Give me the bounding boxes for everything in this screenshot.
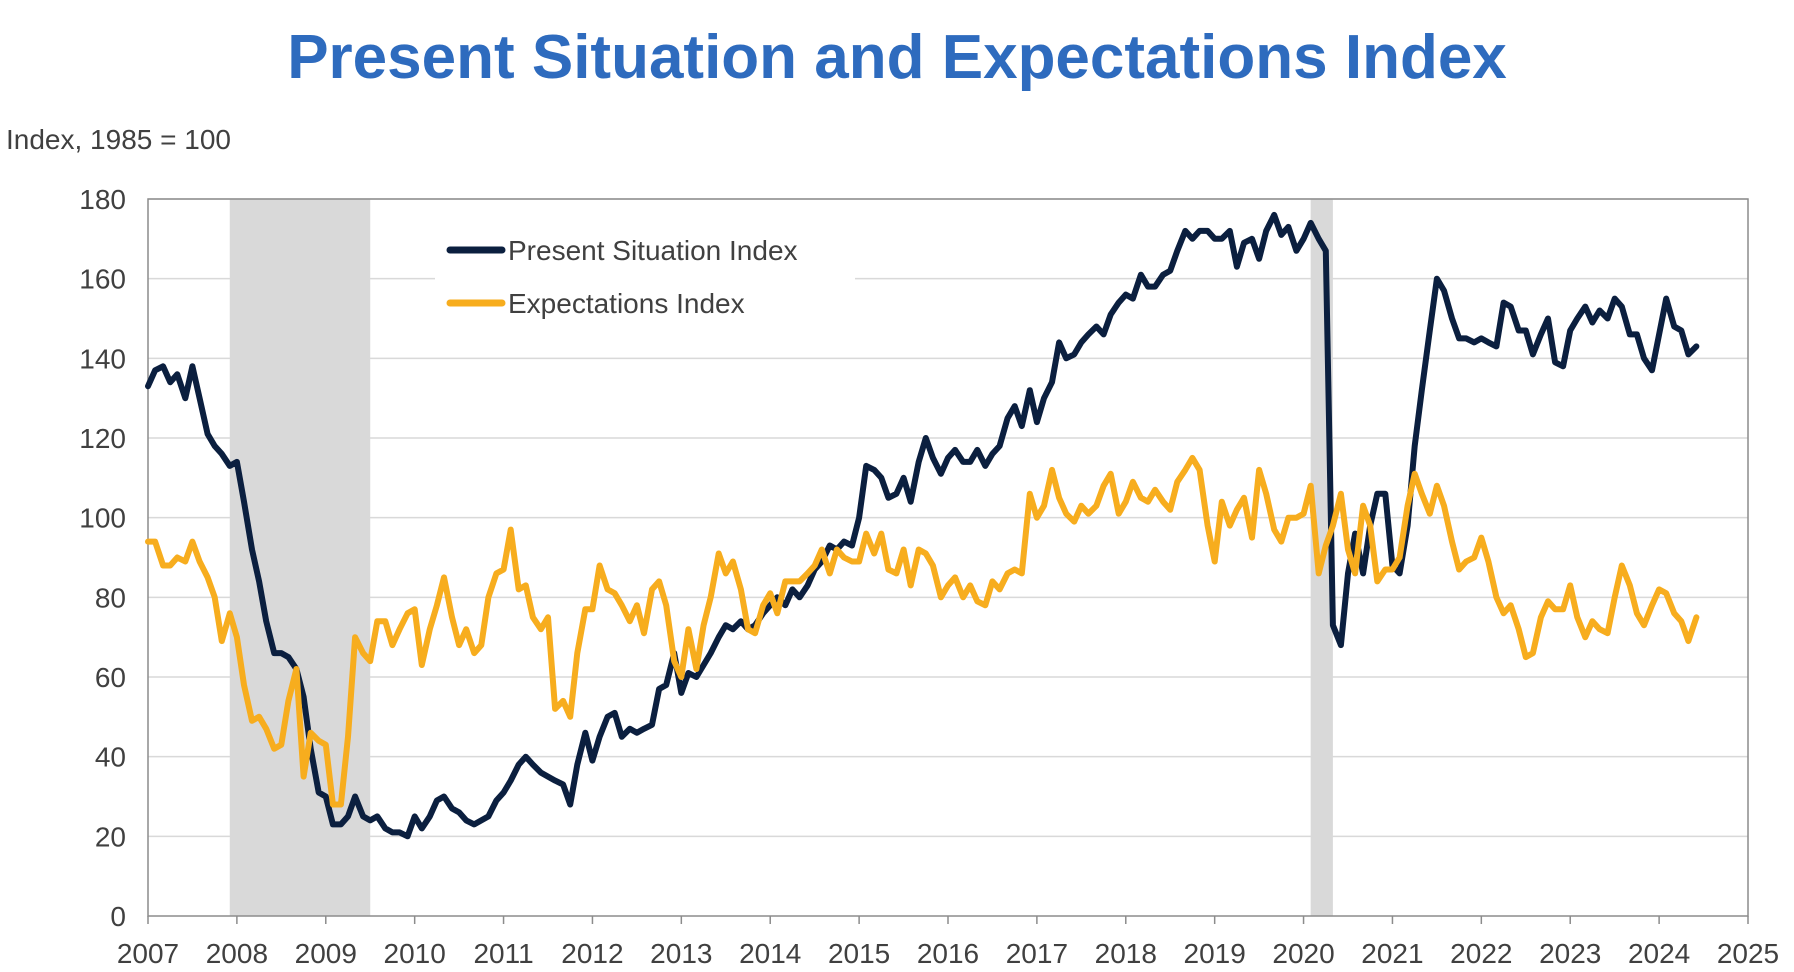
x-tick-label: 2009	[295, 938, 357, 969]
y-tick-label: 180	[79, 184, 126, 215]
y-tick-label: 60	[95, 662, 126, 693]
x-tick-label: 2014	[739, 938, 801, 969]
x-tick-label: 2008	[206, 938, 268, 969]
y-tick-label: 20	[95, 821, 126, 852]
x-tick-label: 2022	[1450, 938, 1512, 969]
y-tick-label: 160	[79, 264, 126, 295]
y-tick-label: 100	[79, 503, 126, 534]
legend-label: Present Situation Index	[508, 235, 798, 266]
x-tick-label: 2012	[561, 938, 623, 969]
y-tick-label: 0	[110, 901, 126, 932]
y-tick-label: 40	[95, 742, 126, 773]
x-tick-label: 2010	[384, 938, 446, 969]
chart-title: Present Situation and Expectations Index	[287, 23, 1507, 92]
present-situation-line	[145, 211, 1700, 840]
x-tick-label: 2025	[1717, 938, 1779, 969]
x-tick-label: 2011	[473, 938, 533, 969]
x-tick-label: 2023	[1539, 938, 1601, 969]
x-tick-label: 2020	[1272, 938, 1334, 969]
x-tick-label: 2015	[828, 938, 890, 969]
x-tick-label: 2024	[1628, 938, 1690, 969]
y-tick-label: 140	[79, 343, 126, 374]
x-tick-label: 2021	[1361, 938, 1423, 969]
y-axis-label: Index, 1985 = 100	[6, 124, 231, 155]
y-tick-label: 80	[95, 582, 126, 613]
x-tick-label: 2013	[650, 938, 712, 969]
x-tick-label: 2019	[1184, 938, 1246, 969]
x-tick-label: 2007	[117, 938, 179, 969]
x-tick-label: 2017	[1006, 938, 1068, 969]
y-tick-label: 120	[79, 423, 126, 454]
x-tick-label: 2016	[917, 938, 979, 969]
legend-box	[435, 222, 855, 330]
expectations-line	[145, 454, 1700, 808]
legend-label: Expectations Index	[508, 288, 745, 319]
x-tick-label: 2018	[1095, 938, 1157, 969]
